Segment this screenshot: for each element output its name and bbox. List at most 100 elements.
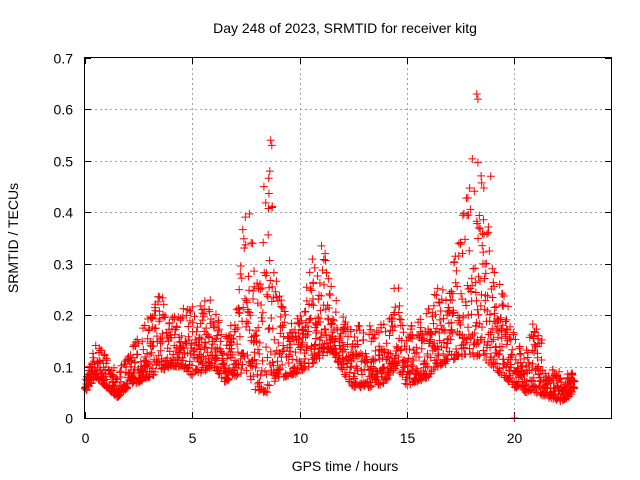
data-point (188, 302, 197, 311)
data-point (241, 240, 250, 249)
data-point (495, 368, 504, 377)
data-point (244, 319, 253, 328)
data-point (301, 354, 310, 363)
data-point (184, 332, 193, 341)
data-point (160, 313, 169, 322)
data-point (228, 350, 237, 359)
data-point (462, 335, 471, 344)
data-point (319, 343, 328, 352)
data-point (249, 287, 258, 296)
data-point (218, 349, 227, 358)
data-point (474, 234, 483, 243)
data-point (269, 361, 278, 370)
data-point (419, 334, 428, 343)
data-point (464, 323, 473, 332)
data-point (302, 283, 311, 292)
data-point (395, 314, 404, 323)
data-point (359, 328, 368, 337)
data-point (309, 278, 318, 287)
data-point (374, 328, 383, 337)
data-point (247, 238, 256, 247)
data-point (278, 360, 287, 369)
data-point (399, 363, 408, 372)
data-point (252, 337, 261, 346)
data-point (473, 350, 482, 359)
data-point (151, 367, 160, 376)
data-point (439, 349, 448, 358)
data-point (335, 336, 344, 345)
data-point (537, 339, 546, 348)
data-point (504, 355, 513, 364)
data-point (393, 361, 402, 370)
data-point (378, 353, 387, 362)
data-point (377, 368, 386, 377)
data-point (274, 297, 283, 306)
data-point (473, 158, 482, 167)
data-point (255, 338, 264, 347)
data-point (275, 292, 284, 301)
data-point (310, 341, 319, 350)
data-point (258, 317, 267, 326)
data-point (325, 289, 334, 298)
data-point (287, 319, 296, 328)
data-point (394, 308, 403, 317)
data-point (232, 359, 241, 368)
data-point (305, 268, 314, 277)
data-point (474, 272, 483, 281)
data-point (388, 358, 397, 367)
data-point (489, 278, 498, 287)
data-point (570, 384, 579, 393)
data-point (269, 293, 278, 302)
data-point (518, 361, 527, 370)
data-point (422, 309, 431, 318)
data-point (533, 342, 542, 351)
data-point (167, 324, 176, 333)
data-point (502, 340, 511, 349)
data-point (366, 325, 375, 334)
data-point (385, 331, 394, 340)
data-point (179, 344, 188, 353)
data-point (223, 376, 232, 385)
data-point (196, 345, 205, 354)
data-point (181, 338, 190, 347)
data-point (515, 350, 524, 359)
data-point (472, 340, 481, 349)
data-point (293, 318, 302, 327)
data-point (456, 320, 465, 329)
data-point (468, 154, 477, 163)
data-point (396, 346, 405, 355)
data-point (405, 345, 414, 354)
x-tick-label: 10 (293, 430, 309, 446)
data-point (206, 361, 215, 370)
data-point (343, 340, 352, 349)
data-point (341, 345, 350, 354)
data-point (346, 325, 355, 334)
data-point (515, 342, 524, 351)
data-point (276, 322, 285, 331)
data-point (437, 295, 446, 304)
data-point (453, 282, 462, 291)
data-point (392, 342, 401, 351)
data-point (465, 344, 474, 353)
data-point (245, 286, 254, 295)
data-point (231, 325, 240, 334)
data-point (265, 381, 274, 390)
data-point (448, 328, 457, 337)
data-point (339, 313, 348, 322)
data-point (400, 355, 409, 364)
y-tick-label: 0.1 (54, 360, 74, 376)
data-point (471, 278, 480, 287)
data-point (435, 315, 444, 324)
data-point (493, 359, 502, 368)
data-point (242, 366, 251, 375)
data-point (489, 355, 498, 364)
data-point (533, 349, 542, 358)
data-point (389, 310, 398, 319)
data-point (371, 333, 380, 342)
data-point (304, 327, 313, 336)
data-point (83, 381, 92, 390)
data-point (232, 372, 241, 381)
data-point (224, 368, 233, 377)
data-point (367, 382, 376, 391)
